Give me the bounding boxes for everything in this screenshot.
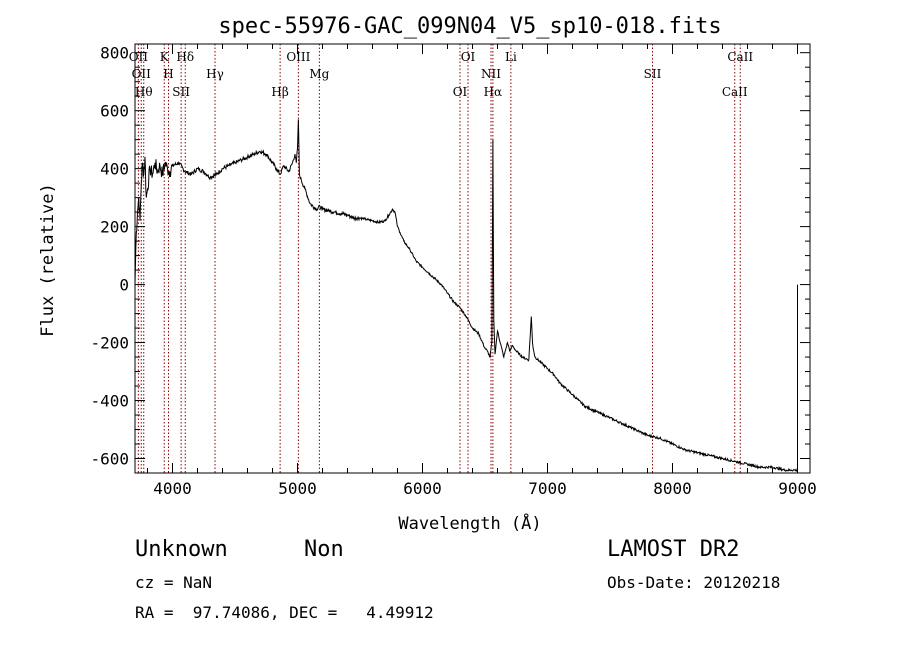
spectral-line-markers — [137, 44, 741, 473]
y-axis-ticks: -600 -400 -200 0 200 400 600 800 — [90, 44, 810, 469]
spectral-line-labels: OII OII Hθ KH SII Hδ Hγ Hβ OIII Mg OI OI NII Hα Li SII C… — [129, 50, 754, 99]
line-label: K — [160, 50, 170, 64]
object-name: Unknown — [135, 537, 228, 562]
line-label: CaII — [722, 85, 748, 99]
line-label: SII — [644, 67, 662, 81]
line-label: SII — [172, 85, 190, 99]
line-label: Li — [505, 50, 517, 64]
y-tick-label: -200 — [90, 334, 129, 353]
chart-title: spec-55976-GAC_099N04_V5_sp10-018.fits — [218, 14, 721, 39]
line-label: Hβ — [271, 85, 288, 99]
observation-date: Obs-Date: 20120218 — [607, 573, 781, 592]
x-tick-label: 6000 — [403, 479, 442, 498]
line-label: NII — [481, 67, 501, 81]
y-tick-label: 0 — [119, 276, 129, 295]
line-label: Mg — [309, 67, 329, 81]
y-tick-label: 800 — [100, 44, 129, 63]
coordinates: RA = 97.74086, DEC = 4.49912 — [135, 603, 434, 622]
y-tick-label: -400 — [90, 392, 129, 411]
object-class: Non — [304, 537, 344, 562]
x-axis-ticks: 4000 5000 6000 7000 8000 9000 — [147, 44, 817, 498]
y-tick-label: 200 — [100, 218, 129, 237]
line-label: OI — [461, 50, 476, 64]
line-label: OII — [129, 50, 149, 64]
y-tick-label: 400 — [100, 160, 129, 179]
y-axis-label: Flux (relative) — [38, 183, 58, 337]
x-axis-label: Wavelength (Å) — [398, 512, 541, 534]
line-label: OI — [453, 85, 468, 99]
line-label: Hα — [484, 85, 503, 99]
plot-frame — [134, 43, 811, 474]
line-label: CaII — [727, 50, 753, 64]
line-label: H — [163, 67, 173, 81]
redshift-value: cz = NaN — [135, 573, 213, 592]
x-tick-label: 7000 — [528, 479, 567, 498]
line-label: Hγ — [206, 67, 224, 81]
line-label: OII — [132, 67, 152, 81]
spectrum-line — [134, 119, 798, 473]
x-tick-label: 5000 — [278, 479, 317, 498]
line-label: Hθ — [135, 85, 153, 99]
y-tick-label: -600 — [90, 450, 129, 469]
y-tick-label: 600 — [100, 102, 129, 121]
line-label: Hδ — [176, 50, 194, 64]
plot-axes — [134, 43, 811, 474]
x-tick-label: 8000 — [653, 479, 692, 498]
line-label: OIII — [286, 50, 310, 64]
survey-name: LAMOST DR2 — [607, 537, 740, 562]
x-tick-label: 4000 — [153, 479, 192, 498]
x-tick-label: 9000 — [778, 479, 817, 498]
